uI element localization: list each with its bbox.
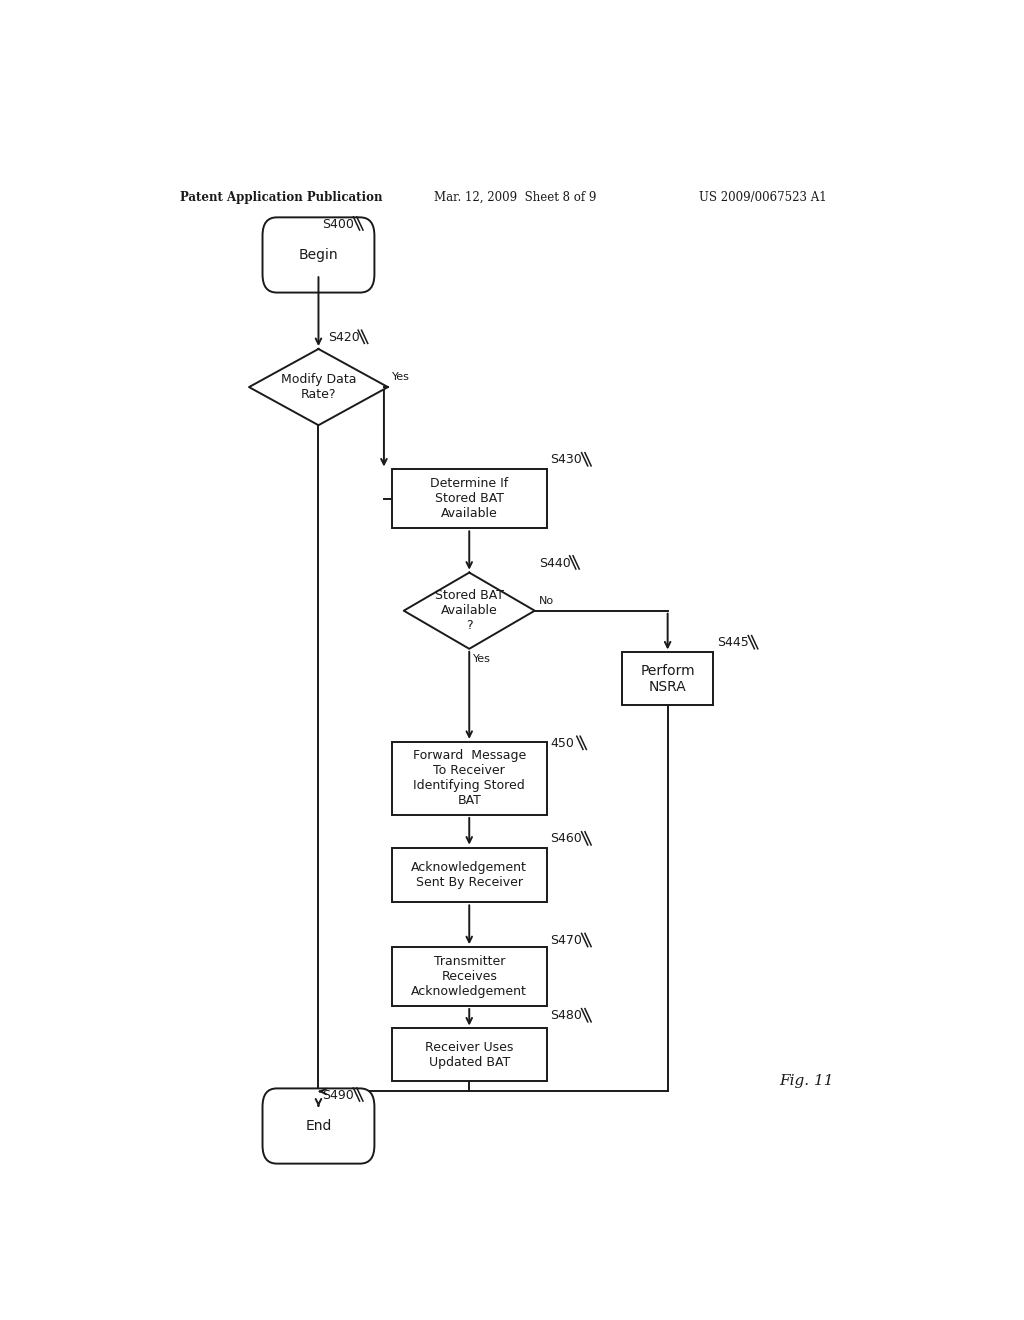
Text: Patent Application Publication: Patent Application Publication — [179, 190, 382, 203]
Bar — [392, 847, 547, 903]
Text: Perform
NSRA: Perform NSRA — [640, 664, 695, 694]
Text: Fig. 11: Fig. 11 — [778, 1074, 834, 1088]
Bar — [392, 1028, 547, 1081]
Text: End: End — [305, 1119, 332, 1133]
FancyBboxPatch shape — [262, 1089, 375, 1164]
Text: US 2009/0067523 A1: US 2009/0067523 A1 — [699, 190, 827, 203]
Bar — [392, 470, 547, 528]
Text: Yes: Yes — [473, 653, 492, 664]
Text: S490: S490 — [323, 1089, 354, 1102]
Text: Stored BAT
Available
?: Stored BAT Available ? — [435, 589, 504, 632]
Text: Receiver Uses
Updated BAT: Receiver Uses Updated BAT — [425, 1041, 513, 1069]
FancyBboxPatch shape — [262, 218, 375, 293]
Text: Determine If
Stored BAT
Available: Determine If Stored BAT Available — [430, 478, 508, 520]
Text: S420: S420 — [328, 331, 359, 345]
Text: Modify Data
Rate?: Modify Data Rate? — [281, 374, 356, 401]
Text: Acknowledgement
Sent By Receiver: Acknowledgement Sent By Receiver — [412, 861, 527, 888]
Bar — [622, 652, 714, 705]
Text: Forward  Message
To Receiver
Identifying Stored
BAT: Forward Message To Receiver Identifying … — [413, 750, 526, 808]
Text: Mar. 12, 2009  Sheet 8 of 9: Mar. 12, 2009 Sheet 8 of 9 — [433, 190, 596, 203]
Text: S470: S470 — [551, 935, 583, 948]
Text: S460: S460 — [551, 833, 583, 846]
Text: S440: S440 — [539, 557, 570, 569]
Bar — [392, 948, 547, 1006]
Text: No: No — [539, 595, 554, 606]
Text: Transmitter
Receives
Acknowledgement: Transmitter Receives Acknowledgement — [412, 956, 527, 998]
Text: S480: S480 — [551, 1010, 583, 1022]
Text: 450: 450 — [551, 737, 574, 750]
Polygon shape — [249, 348, 388, 425]
Text: S400: S400 — [323, 218, 354, 231]
Polygon shape — [403, 573, 535, 649]
Bar — [392, 742, 547, 814]
Text: Yes: Yes — [392, 372, 410, 381]
Text: Begin: Begin — [299, 248, 338, 261]
Text: S445: S445 — [717, 636, 749, 649]
Text: S430: S430 — [551, 453, 583, 466]
